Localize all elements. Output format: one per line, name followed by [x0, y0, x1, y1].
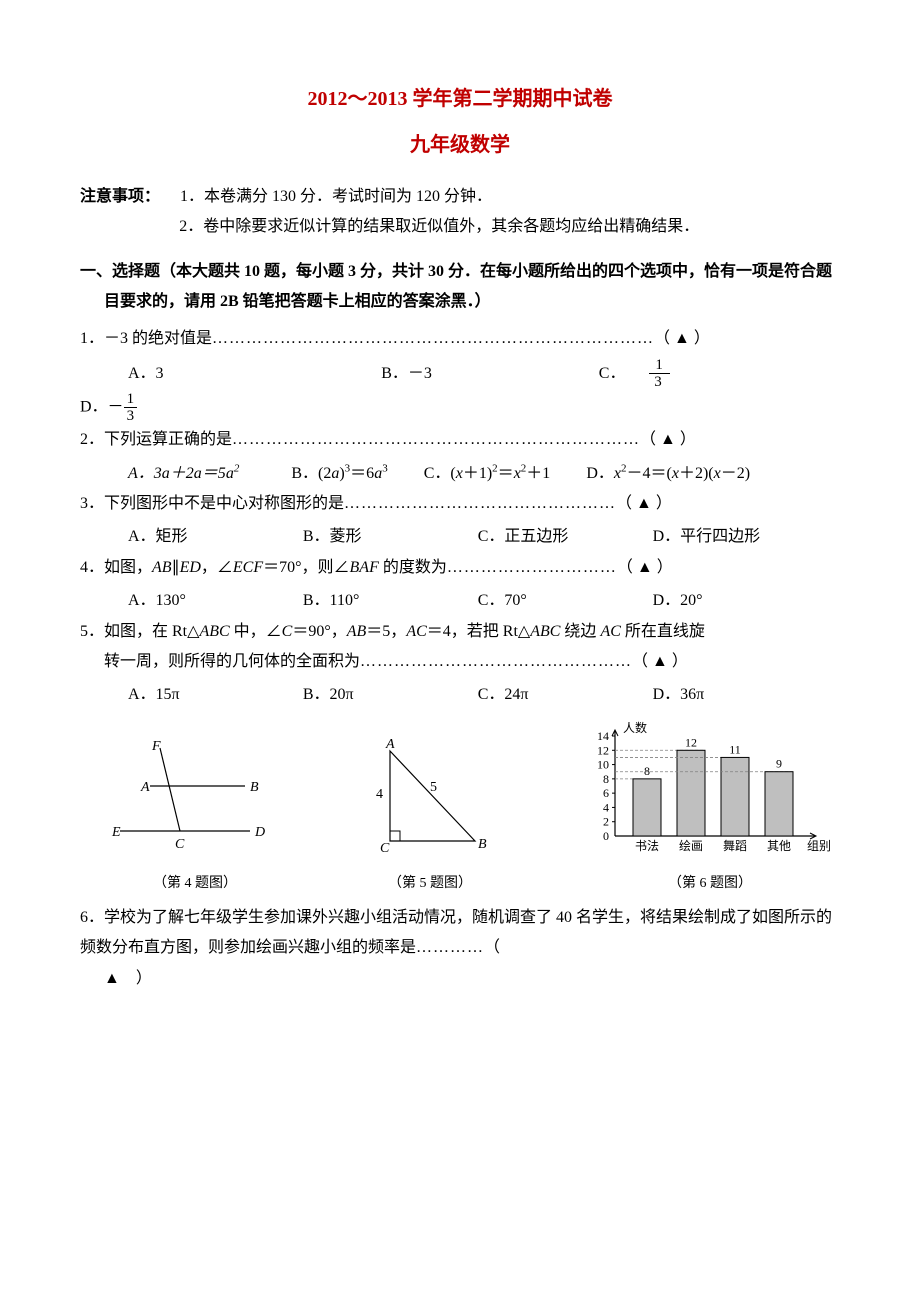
q1-options: A．3 B．－3 C．13	[80, 357, 840, 391]
q3-optB: B．菱形	[303, 522, 474, 552]
svg-text:12: 12	[597, 743, 609, 757]
question-1: 1．－3 的绝对值是……………………………………………………………………（ ▲ …	[80, 324, 840, 354]
question-4: 4．如图，AB∥ED，∠ECF＝70°，则∠BAF 的度数为……………………………	[80, 553, 840, 583]
frac-1-3-b: 13	[124, 391, 138, 425]
q2-options: A．3a＋2a＝5a2 B．(2a)3＝6a3 C．(x＋1)2＝x2＋1 D．…	[80, 458, 840, 489]
fig5-label-A: A	[385, 737, 395, 752]
notice-block: 注意事项： 1．本卷满分 130 分．考试时间为 120 分钟． 2．卷中除要求…	[80, 182, 840, 243]
figure-4-svg: A B F E C D	[110, 736, 280, 856]
q1-optB: B．－3	[381, 359, 595, 389]
q1-optA: A．3	[128, 359, 377, 389]
q5-optC: C．24π	[478, 680, 649, 710]
q5-optD: D．36π	[653, 680, 824, 710]
svg-text:6: 6	[603, 786, 609, 800]
fig5-label-5: 5	[430, 780, 437, 795]
fig5-label-B: B	[478, 837, 487, 852]
q1-dots: ……………………………………………………………………	[212, 330, 654, 347]
q2-tail: （ ▲ ）	[640, 431, 696, 448]
svg-text:8: 8	[644, 764, 650, 778]
figure-5: A B C 4 5 （第 5 题图）	[360, 736, 500, 898]
q4-tail: （ ▲ ）	[617, 559, 673, 576]
q5-dots: …………………………………………	[360, 653, 632, 670]
frac-1-3-a: 13	[649, 357, 692, 391]
fig4-label-C: C	[175, 837, 185, 852]
q1-tail: （ ▲ ）	[654, 330, 710, 347]
svg-text:4: 4	[603, 800, 609, 814]
svg-text:0: 0	[603, 829, 609, 843]
svg-text:14: 14	[597, 729, 609, 743]
q4-optC: C．70°	[478, 586, 649, 616]
notice-label: 注意事项：	[80, 182, 160, 212]
svg-text:其他: 其他	[767, 839, 791, 853]
fig4-label-E: E	[111, 825, 121, 840]
fig4-label-F: F	[151, 739, 161, 754]
notice-line2: 2．卷中除要求近似计算的结果取近似值外，其余各题均应给出精确结果．	[80, 212, 699, 242]
q1-optD: D．－13	[80, 391, 840, 425]
q6-dots: …………	[416, 939, 484, 956]
q3-options: A．矩形 B．菱形 C．正五边形 D．平行四边形	[80, 522, 840, 552]
svg-text:9: 9	[776, 757, 782, 771]
q3-optC: C．正五边形	[478, 522, 649, 552]
q3-dots: …………………………………………	[344, 495, 616, 512]
fig5-label-C: C	[380, 841, 390, 856]
exam-title-line2: 九年级数学	[80, 126, 840, 164]
figures-row: A B F E C D （第 4 题图） A B C 4 5 （第 5 题图） …	[110, 721, 840, 898]
q1-stem: 1．－3 的绝对值是	[80, 330, 212, 347]
q5-options: A．15π B．20π C．24π D．36π	[80, 680, 840, 710]
svg-text:舞蹈: 舞蹈	[723, 839, 747, 853]
figure-6-svg: 024681012148书法12绘画11舞蹈9其他人数组别	[580, 721, 840, 856]
svg-text:10: 10	[597, 757, 609, 771]
figure-4-caption: （第 4 题图）	[110, 871, 280, 898]
question-2: 2．下列运算正确的是………………………………………………………………（ ▲ ）	[80, 425, 840, 455]
fig4-label-B: B	[250, 780, 259, 795]
notice-line1: 1．本卷满分 130 分．考试时间为 120 分钟．	[164, 182, 492, 212]
svg-text:12: 12	[685, 735, 697, 749]
fig5-label-4: 4	[376, 787, 383, 802]
q2-stem: 2．下列运算正确的是	[80, 431, 232, 448]
figure-6: 024681012148书法12绘画11舞蹈9其他人数组别 （第 6 题图）	[580, 721, 840, 898]
q4-optB: B．110°	[303, 586, 474, 616]
question-3: 3．下列图形中不是中心对称图形的是…………………………………………（ ▲ ）	[80, 489, 840, 519]
exam-title-line1: 2012～2013 学年第二学期期中试卷	[80, 80, 840, 118]
figure-5-svg: A B C 4 5	[360, 736, 500, 856]
svg-text:8: 8	[603, 772, 609, 786]
question-6: 6．学校为了解七年级学生参加课外兴趣小组活动情况，随机调查了 40 名学生，将结…	[80, 903, 840, 994]
fig4-label-D: D	[254, 825, 265, 840]
q3-tail: （ ▲ ）	[616, 495, 672, 512]
q2-dots: ………………………………………………………………	[232, 431, 640, 448]
q4-options: A．130° B．110° C．70° D．20°	[80, 586, 840, 616]
q3-optA: A．矩形	[128, 522, 299, 552]
svg-text:组别: 组别	[807, 839, 831, 853]
q4-dots: …………………………	[447, 559, 617, 576]
figure-4: A B F E C D （第 4 题图）	[110, 736, 280, 898]
svg-text:绘画: 绘画	[679, 838, 703, 853]
q5-optA: A．15π	[128, 680, 299, 710]
svg-text:书法: 书法	[635, 839, 659, 853]
q5-optB: B．20π	[303, 680, 474, 710]
figure-6-caption: （第 6 题图）	[580, 871, 840, 898]
fig4-label-A: A	[140, 780, 150, 795]
svg-text:人数: 人数	[623, 721, 647, 735]
figure-5-caption: （第 5 题图）	[360, 871, 500, 898]
q3-stem: 3．下列图形中不是中心对称图形的是	[80, 495, 344, 512]
section1-header: 一、选择题（本大题共 10 题，每小题 3 分，共计 30 分．在每小题所给出的…	[80, 257, 840, 318]
q1-optC: C．13	[599, 357, 741, 391]
q4-optD: D．20°	[653, 586, 824, 616]
svg-text:11: 11	[729, 742, 741, 756]
q5-tail: （ ▲ ）	[632, 653, 688, 670]
svg-text:2: 2	[603, 815, 609, 829]
question-5: 5．如图，在 Rt△ABC 中，∠C＝90°，AB＝5，AC＝4，若把 Rt△A…	[80, 617, 840, 678]
q4-optA: A．130°	[128, 586, 299, 616]
q3-optD: D．平行四边形	[653, 522, 824, 552]
